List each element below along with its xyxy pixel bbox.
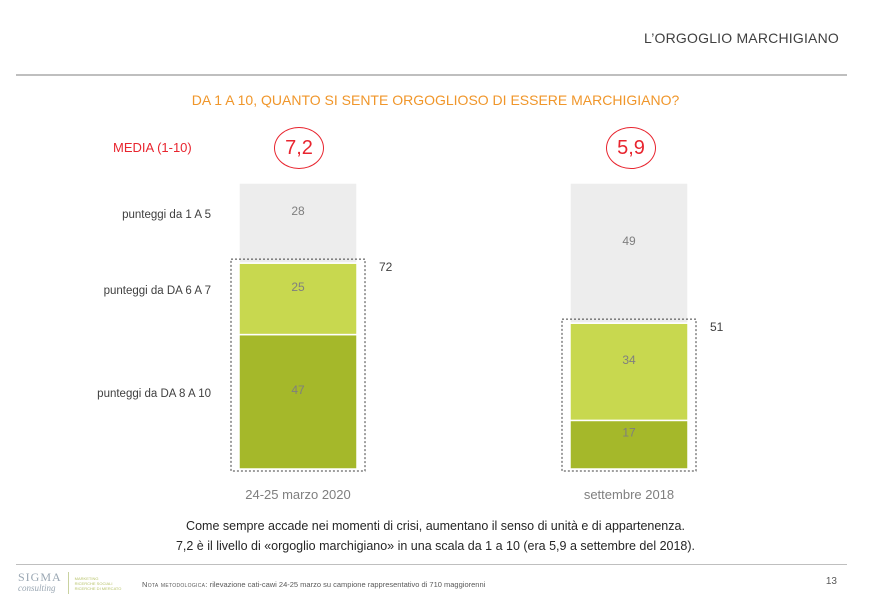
caption-line-2: 7,2 è il livello di «orgoglio marchigian… [175, 539, 696, 553]
logo-main-text: SIGMA [18, 570, 62, 584]
bracket-box [230, 258, 366, 472]
category-label: 24-25 marzo 2020 [245, 487, 351, 502]
legend-label: punteggi da DA 8 A 10 [97, 388, 211, 400]
logo-sub-text: consulting [18, 583, 56, 593]
bracket-box [561, 318, 697, 472]
bar-segment [569, 322, 689, 422]
bar-value-label: 17 [622, 426, 636, 440]
bracket-total-label: 72 [379, 260, 393, 274]
media-value-2020: 7,2 [274, 127, 324, 169]
media-value-2018: 5,9 [606, 127, 656, 169]
bar-value-label: 25 [291, 280, 305, 294]
bar-segment [238, 333, 358, 470]
logo-tagline-1: MARKETING [74, 575, 99, 581]
footer-divider [16, 564, 847, 565]
media-label: MEDIA (1-10) [113, 140, 192, 155]
caption-line-1: Come sempre accade nei momenti di crisi,… [186, 519, 685, 533]
bar-value-label: 47 [291, 383, 305, 397]
bar-value-label: 28 [291, 204, 305, 218]
stacked-bar-chart: 47 25 28 72 24-25 marzo 2020 17 34 49 51 settembr… [97, 182, 724, 502]
page-number: 13 [825, 576, 837, 587]
logo-divider [67, 572, 69, 594]
methodology-note-label: Nota metodologica: [142, 580, 208, 589]
methodology-note: Nota metodologica: rilevazione cati-cawi… [142, 580, 485, 589]
bar-segment [569, 182, 689, 324]
company-logo: SIGMA consulting MARKETING RICERCHE SOCI… [18, 570, 125, 594]
bar-segment [238, 182, 358, 264]
legend-label: punteggi da 1 A 5 [122, 209, 211, 221]
bar-value-label: 49 [622, 234, 636, 248]
page-title: L’ORGOGLIO MARCHIGIANO [644, 30, 839, 46]
header-divider [16, 74, 847, 76]
bar-segment [238, 262, 358, 336]
bar-value-label: 34 [622, 353, 636, 367]
chart-question: DA 1 A 10, QUANTO SI SENTE ORGOGLIOSO DI… [191, 92, 680, 108]
legend-label: punteggi da DA 6 A 7 [104, 285, 211, 297]
category-label: settembre 2018 [584, 487, 674, 502]
logo-tagline-3: RICERCHE DI MERCATO [74, 585, 122, 591]
bar-segment [569, 419, 689, 470]
chart-caption: Come sempre accade nei momenti di crisi,… [0, 516, 871, 556]
bracket-total-label: 51 [710, 320, 724, 334]
methodology-note-text: rilevazione cati-cawi 24-25 marzo su cam… [207, 580, 486, 589]
logo-tagline-2: RICERCHE SOCIALI [74, 580, 113, 586]
